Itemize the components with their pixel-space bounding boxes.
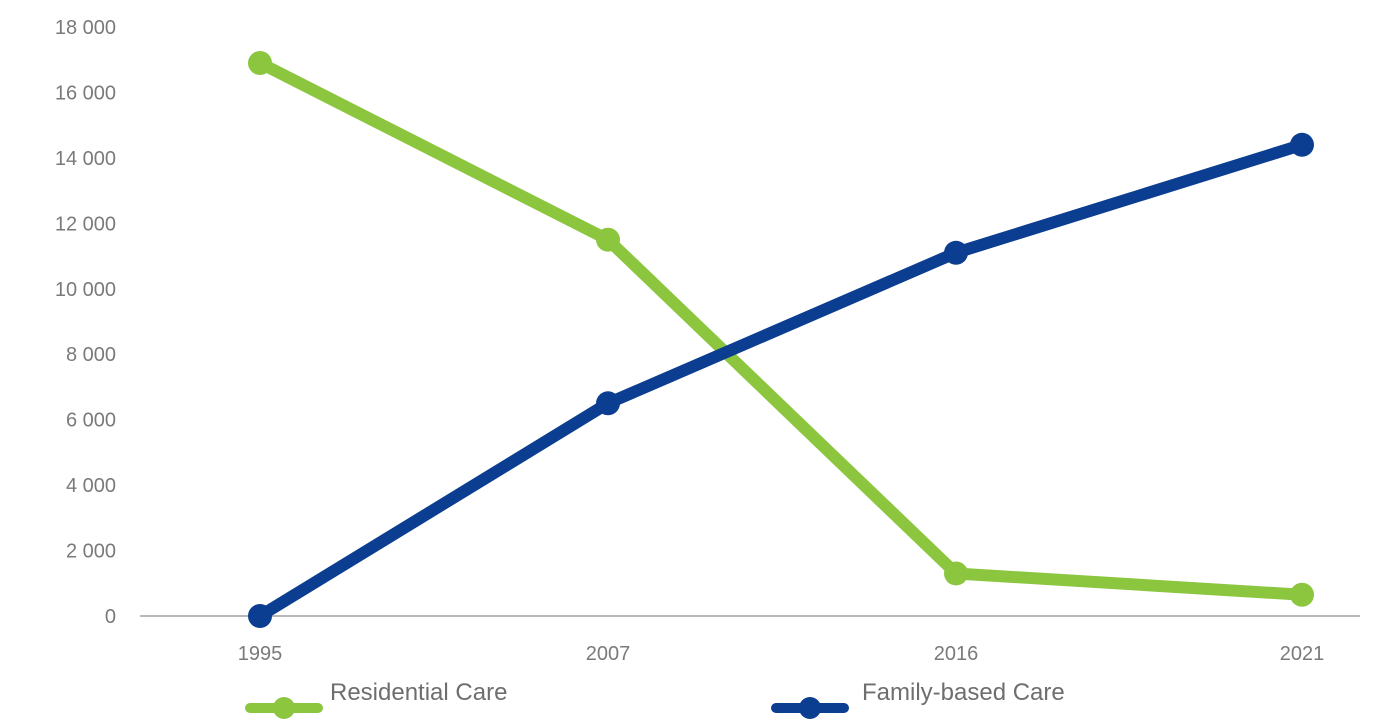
data-point	[248, 604, 272, 628]
y-tick-label: 6 000	[66, 410, 116, 432]
y-tick-label: 16 000	[55, 82, 116, 104]
series-line	[254, 138, 1308, 622]
x-axis-tick-labels: 1995 2007 2016 2021	[238, 643, 1325, 665]
y-tick-label: 14 000	[55, 148, 116, 170]
data-point	[248, 50, 272, 75]
legend-label: Residential Care	[330, 679, 507, 706]
data-point	[1290, 132, 1314, 157]
legend-swatch-marker	[799, 697, 821, 719]
y-tick-label: 18 000	[55, 17, 116, 39]
series-line	[254, 56, 1308, 601]
data-point	[944, 561, 968, 586]
data-point	[596, 391, 620, 416]
y-tick-label: 10 000	[55, 279, 116, 301]
series-group	[248, 50, 1314, 628]
data-point	[596, 227, 620, 252]
x-tick-label: 2007	[586, 643, 631, 665]
y-tick-label: 2 000	[66, 541, 116, 563]
legend: Residential Care Family-based Care	[245, 679, 1065, 719]
series-residential-care	[248, 50, 1314, 607]
legend-swatch-marker	[273, 697, 295, 719]
y-axis-tick-labels: 0 2 000 4 000 6 000 8 000 10 000 12 000 14 000 1…	[55, 17, 116, 628]
legend-item: Residential Care	[245, 679, 507, 719]
x-tick-label: 2016	[934, 643, 979, 665]
y-tick-label: 4 000	[66, 475, 116, 497]
y-tick-label: 12 000	[55, 213, 116, 235]
data-point	[1290, 582, 1314, 607]
data-point	[944, 240, 968, 265]
x-tick-label: 1995	[238, 643, 283, 665]
y-tick-label: 0	[105, 606, 116, 628]
series-family-based-care	[248, 132, 1314, 628]
legend-label: Family-based Care	[862, 679, 1065, 706]
x-tick-label: 2021	[1280, 643, 1325, 665]
y-tick-label: 8 000	[66, 344, 116, 366]
legend-item: Family-based Care	[771, 679, 1065, 719]
